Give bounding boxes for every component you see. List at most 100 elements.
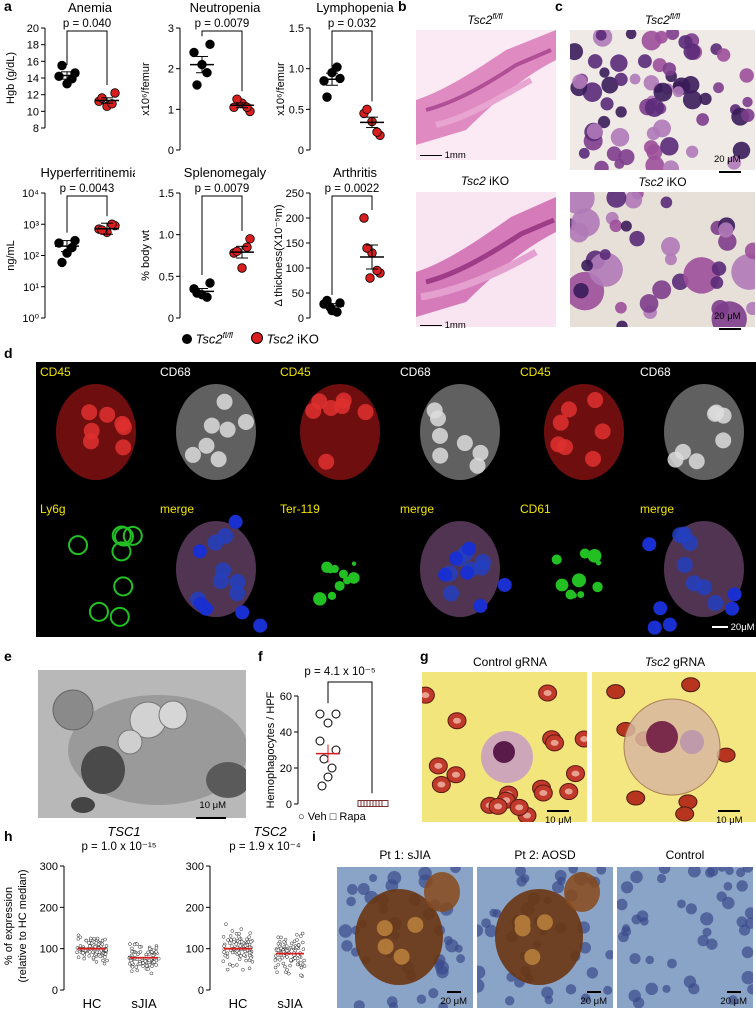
sample-point <box>276 948 281 952</box>
legend-ko-label: iKO <box>297 331 319 347</box>
nucleus <box>341 940 353 952</box>
cell <box>609 219 623 233</box>
stained-cell <box>355 889 443 985</box>
cell <box>644 97 664 117</box>
panel-label-g: g <box>420 648 429 664</box>
nucleus <box>385 879 399 893</box>
p-value: p = 1.0 x 10⁻¹⁵ <box>81 841 156 853</box>
cell <box>710 276 724 289</box>
sample-point <box>88 950 92 954</box>
nucleus <box>477 965 486 979</box>
neutropenia-chart: Neutropenia p = 0.0079 3 2 1 0 x10⁶/femur <box>140 0 261 157</box>
x-category-label: sJIA <box>131 996 157 1011</box>
y-tick-label: 300 <box>186 861 204 873</box>
cell <box>727 155 741 170</box>
sample-point <box>128 942 132 946</box>
wt-point <box>205 39 215 49</box>
i-title: Control <box>665 848 705 862</box>
significance-bracket <box>327 681 373 794</box>
nucleus <box>676 526 693 543</box>
cell <box>625 30 637 40</box>
y-tick-label: 100 <box>186 944 204 956</box>
nucleus <box>198 437 215 454</box>
sample-point <box>138 961 142 966</box>
nucleus <box>456 954 466 964</box>
y-tick-label: 20 <box>280 763 292 775</box>
cell <box>645 155 665 170</box>
chart-title: Anemia <box>68 0 113 15</box>
cytospin-image-wt <box>570 30 755 170</box>
y-tick-label: 1.0 <box>289 64 304 76</box>
sample-point <box>87 941 91 945</box>
nucleus <box>645 982 658 996</box>
rbc-center <box>453 717 462 724</box>
y-axis-label: ng/mL <box>5 240 17 271</box>
nucleus <box>449 551 464 566</box>
nucleus <box>216 393 233 410</box>
ring <box>111 541 132 562</box>
sample-point <box>247 953 252 958</box>
sample-point <box>247 935 251 939</box>
b-scale-bottom: 1mm <box>420 320 466 331</box>
c-scale-bottom: 20 μM <box>714 311 741 333</box>
nucleus <box>725 601 740 616</box>
fluorescence-tile: CD68 <box>156 362 275 498</box>
p-value: p = 1.9 x 10⁻⁴ <box>229 841 300 853</box>
sample-point <box>289 941 294 946</box>
fluorescence-tile: merge <box>396 499 515 635</box>
rbc-center <box>422 692 430 699</box>
sample-point <box>228 941 232 945</box>
nucleus <box>369 874 378 883</box>
legend-wt-sup: fl/fl <box>222 331 233 340</box>
nucleus <box>516 876 527 887</box>
y-axis-label: Hgb (g/dL) <box>5 52 17 104</box>
sample-point <box>151 948 156 952</box>
panel-label-b: b <box>398 0 407 14</box>
nucleus <box>199 601 214 616</box>
wt-point <box>205 278 215 288</box>
sample-point <box>144 964 149 968</box>
nucleus <box>596 867 607 875</box>
nucleus <box>474 553 491 570</box>
inclusion <box>407 916 424 933</box>
g-left-title: Control gRNA <box>472 655 548 669</box>
sample-point <box>247 966 252 971</box>
sample-point <box>275 970 279 975</box>
y-tick-label: 8 <box>33 123 39 135</box>
ko-point <box>365 273 375 283</box>
nucleus <box>586 967 599 979</box>
rapa-point <box>381 800 389 807</box>
rbc-center <box>437 781 446 788</box>
nucleus <box>115 419 132 436</box>
rbc-center <box>580 736 587 743</box>
wt-point <box>57 60 67 71</box>
rbc-center <box>543 689 552 696</box>
sample-point <box>76 955 81 959</box>
sample-point <box>288 963 292 968</box>
y-axis-label: Hemophagocytes / HPF <box>265 691 277 808</box>
sample-point <box>130 946 134 951</box>
channel-label: CD68 <box>400 365 431 379</box>
nucleus <box>630 870 643 884</box>
spot <box>587 548 602 563</box>
cell <box>599 67 610 78</box>
y-tick-label: 1.5 <box>159 188 174 200</box>
y-tick-label: 100 <box>286 263 304 275</box>
nucleus <box>674 443 691 460</box>
spot <box>571 592 577 599</box>
lymphopenia-chart: Lymphopenia p = 0.032 1.5 1.0 0.5 0 x10⁶/femur <box>275 0 395 157</box>
sample-point <box>147 947 152 951</box>
nucleus <box>438 1002 449 1008</box>
nucleus <box>700 912 714 926</box>
cell <box>716 48 731 62</box>
rbc-center <box>539 789 548 796</box>
sample-point <box>94 960 99 964</box>
y-tick-label: 150 <box>286 238 304 250</box>
channel-label: CD45 <box>520 365 551 379</box>
cell <box>606 192 627 208</box>
y-tick-label: 10¹ <box>23 282 39 294</box>
wt-point <box>322 92 332 102</box>
rbc-center <box>564 788 573 795</box>
channel-label: CD61 <box>520 502 551 516</box>
nucleus <box>723 881 733 891</box>
